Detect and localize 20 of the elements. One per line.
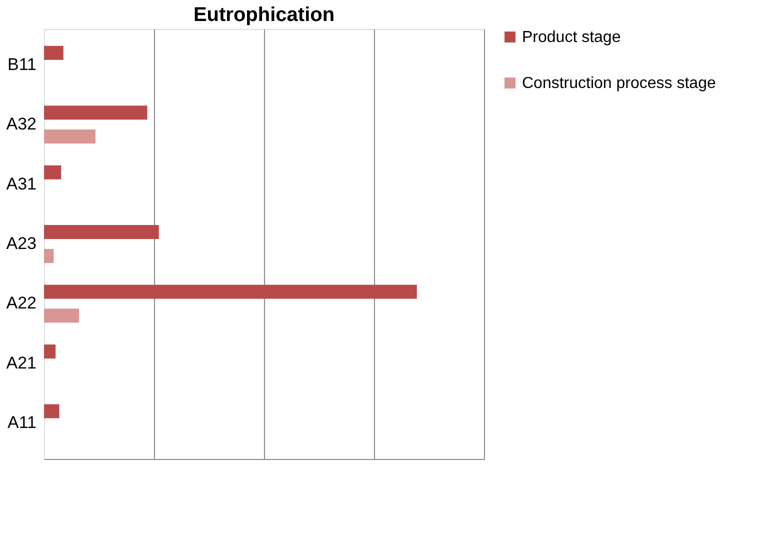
bar bbox=[44, 284, 417, 299]
y-tick-label: A31 bbox=[6, 174, 36, 194]
y-tick-label: B11 bbox=[8, 54, 36, 74]
bar bbox=[44, 130, 96, 144]
bar bbox=[44, 46, 64, 60]
y-tick-label: A21 bbox=[6, 353, 36, 372]
y-tick-label: A32 bbox=[6, 114, 36, 134]
bar bbox=[44, 344, 56, 358]
y-tick-label: A23 bbox=[6, 234, 36, 253]
legend-label: Product stage bbox=[522, 29, 621, 46]
bar bbox=[44, 165, 62, 180]
bar bbox=[44, 106, 148, 120]
bar bbox=[44, 225, 159, 240]
legend-label: Construction process stage bbox=[522, 75, 716, 92]
y-tick-label: A11 bbox=[8, 413, 36, 432]
bar bbox=[44, 248, 54, 263]
y-tick-label: A22 bbox=[6, 294, 36, 313]
bar bbox=[44, 404, 60, 418]
bar bbox=[44, 308, 80, 323]
chart-title: Eutrophication bbox=[193, 4, 335, 26]
